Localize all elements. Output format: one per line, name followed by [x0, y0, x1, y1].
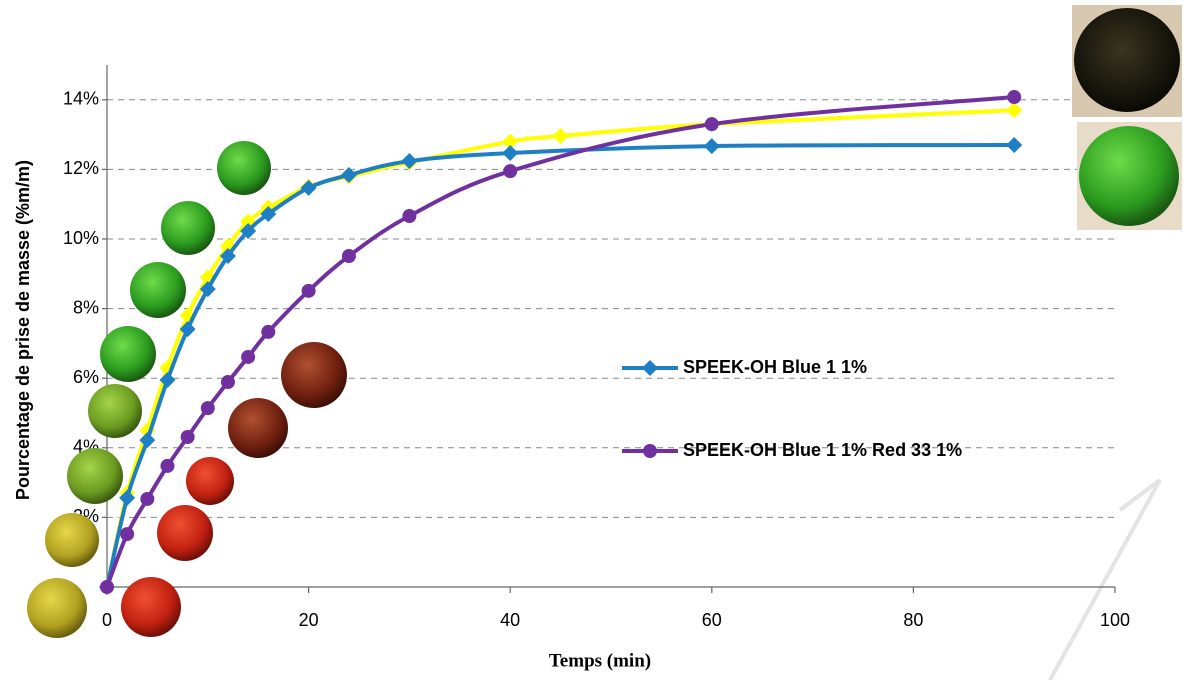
legend-label: SPEEK-OH Blue 1 1% — [683, 357, 867, 377]
point — [199, 281, 216, 298]
point — [502, 133, 519, 150]
x-tick-label: 20 — [299, 610, 319, 630]
point — [139, 432, 156, 449]
point — [261, 324, 276, 339]
point — [1007, 90, 1022, 105]
x-tick-label: 80 — [903, 610, 923, 630]
point — [503, 164, 518, 179]
point — [703, 138, 720, 155]
x-tick-label: 0 — [102, 610, 112, 630]
y-tick-label: 10% — [63, 228, 99, 248]
legend-label: SPEEK-OH Blue 1 1% Red 33 1% — [683, 440, 962, 460]
bead-photos — [27, 5, 1182, 638]
point — [300, 179, 317, 196]
legend-marker — [643, 444, 657, 458]
point — [179, 321, 196, 338]
point — [1006, 137, 1023, 154]
point — [159, 371, 176, 388]
point — [200, 401, 215, 416]
point — [240, 222, 257, 239]
watermark — [1048, 478, 1162, 680]
point — [120, 527, 135, 542]
x-axis-label: Temps (min) — [549, 650, 651, 671]
point — [340, 166, 357, 183]
point — [502, 145, 519, 162]
point — [119, 489, 136, 506]
series-line — [105, 108, 1015, 588]
y-tick-label: 12% — [63, 158, 99, 178]
point — [402, 209, 417, 224]
y-axis-label: Pourcentage de prise de masse (%m/m) — [13, 160, 33, 500]
point — [140, 491, 155, 506]
point — [220, 375, 235, 390]
point — [180, 430, 195, 445]
point — [260, 205, 277, 222]
point — [241, 349, 256, 364]
x-tick-label: 40 — [500, 610, 520, 630]
point — [704, 117, 719, 132]
legend-marker — [642, 360, 658, 376]
point — [100, 580, 114, 594]
point — [401, 153, 418, 170]
y-tick-label: 6% — [73, 367, 99, 387]
point — [301, 283, 316, 298]
y-tick-label: 14% — [63, 89, 99, 109]
point — [1006, 102, 1023, 119]
point — [160, 458, 175, 473]
x-tick-label: 60 — [702, 610, 722, 630]
point — [219, 248, 236, 265]
x-tick-label: 100 — [1100, 610, 1130, 630]
point — [341, 249, 356, 264]
point — [552, 127, 569, 144]
y-tick-label: 8% — [73, 297, 99, 317]
